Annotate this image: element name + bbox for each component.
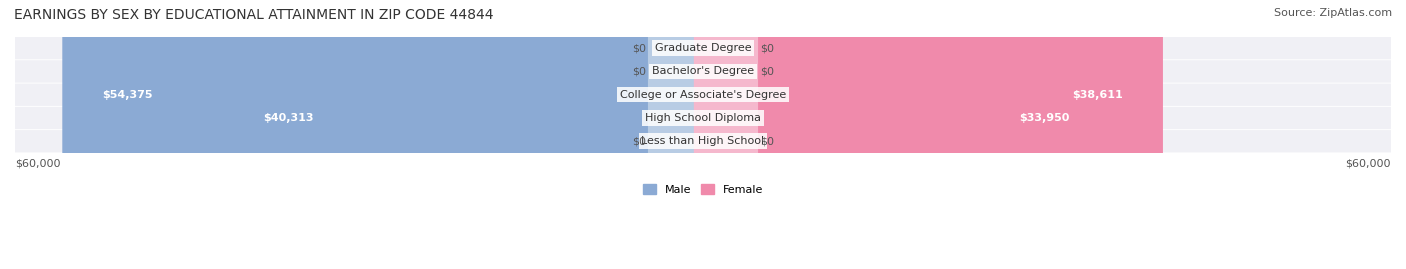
Text: College or Associate's Degree: College or Associate's Degree [620, 90, 786, 100]
FancyBboxPatch shape [648, 0, 713, 269]
FancyBboxPatch shape [693, 0, 758, 269]
Text: Less than High School: Less than High School [641, 136, 765, 146]
Text: $0: $0 [631, 66, 645, 76]
Text: EARNINGS BY SEX BY EDUCATIONAL ATTAINMENT IN ZIP CODE 44844: EARNINGS BY SEX BY EDUCATIONAL ATTAINMEN… [14, 8, 494, 22]
FancyBboxPatch shape [15, 107, 1391, 129]
Text: Source: ZipAtlas.com: Source: ZipAtlas.com [1274, 8, 1392, 18]
FancyBboxPatch shape [693, 0, 758, 269]
Text: $0: $0 [631, 43, 645, 53]
FancyBboxPatch shape [648, 0, 713, 269]
Text: $60,000: $60,000 [1346, 159, 1391, 169]
Legend: Male, Female: Male, Female [638, 180, 768, 200]
FancyBboxPatch shape [62, 0, 720, 269]
Text: High School Diploma: High School Diploma [645, 113, 761, 123]
Text: $60,000: $60,000 [15, 159, 60, 169]
Text: $40,313: $40,313 [264, 113, 314, 123]
FancyBboxPatch shape [15, 84, 1391, 106]
Text: $0: $0 [761, 66, 775, 76]
FancyBboxPatch shape [15, 37, 1391, 59]
Text: Graduate Degree: Graduate Degree [655, 43, 751, 53]
FancyBboxPatch shape [648, 0, 713, 269]
Text: $0: $0 [761, 136, 775, 146]
FancyBboxPatch shape [686, 0, 1163, 269]
Text: $33,950: $33,950 [1019, 113, 1070, 123]
FancyBboxPatch shape [15, 130, 1391, 153]
FancyBboxPatch shape [693, 0, 758, 269]
Text: $54,375: $54,375 [103, 90, 153, 100]
FancyBboxPatch shape [224, 0, 720, 269]
Text: Bachelor's Degree: Bachelor's Degree [652, 66, 754, 76]
FancyBboxPatch shape [686, 0, 1109, 269]
Text: $38,611: $38,611 [1071, 90, 1123, 100]
Text: $0: $0 [761, 43, 775, 53]
FancyBboxPatch shape [15, 60, 1391, 83]
Text: $0: $0 [631, 136, 645, 146]
